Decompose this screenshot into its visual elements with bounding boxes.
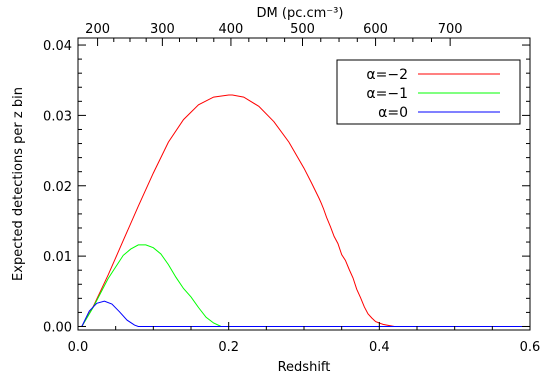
top-tick-label: 200 [85, 22, 110, 37]
top-tick-label: 400 [219, 22, 244, 37]
x-axis-label: Redshift [278, 360, 331, 375]
y-tick-label: 0.01 [43, 250, 72, 265]
legend: α=−2 α=−1 α=0 [336, 59, 521, 125]
series-line-2 [81, 300, 530, 327]
top-tick-label: 300 [150, 22, 175, 37]
y-axis-label: Expected detections per z bin [11, 87, 26, 281]
x-tick-label: 0.2 [218, 340, 239, 355]
top-tick-label: 600 [363, 22, 388, 37]
top-axis-label: DM (pc.cm⁻³) [257, 6, 344, 21]
legend-label: α=0 [378, 105, 408, 121]
y-tick-label: 0.04 [43, 39, 72, 54]
legend-box [336, 59, 521, 125]
top-tick-label: 500 [290, 22, 315, 37]
x-tick-label: 0.4 [369, 340, 390, 355]
y-tick-label: 0.02 [43, 180, 72, 195]
x-tick-label: 0.6 [520, 340, 541, 355]
legend-label: α=−1 [366, 86, 408, 102]
axes: 0.0 0.2 0.4 0.6 0.00 0.01 0.02 0.03 0.04 200 300 40… [43, 22, 540, 355]
series-layer [81, 94, 530, 327]
labels: Redshift Expected detections per z bin D… [11, 6, 343, 375]
series-line-1 [81, 244, 530, 327]
legend-label: α=−2 [366, 67, 408, 83]
series-line-0 [81, 94, 530, 327]
y-tick-label: 0.00 [43, 320, 72, 335]
top-tick-label: 700 [438, 22, 463, 37]
x-tick-label: 0.0 [68, 340, 89, 355]
y-tick-label: 0.03 [43, 109, 72, 124]
